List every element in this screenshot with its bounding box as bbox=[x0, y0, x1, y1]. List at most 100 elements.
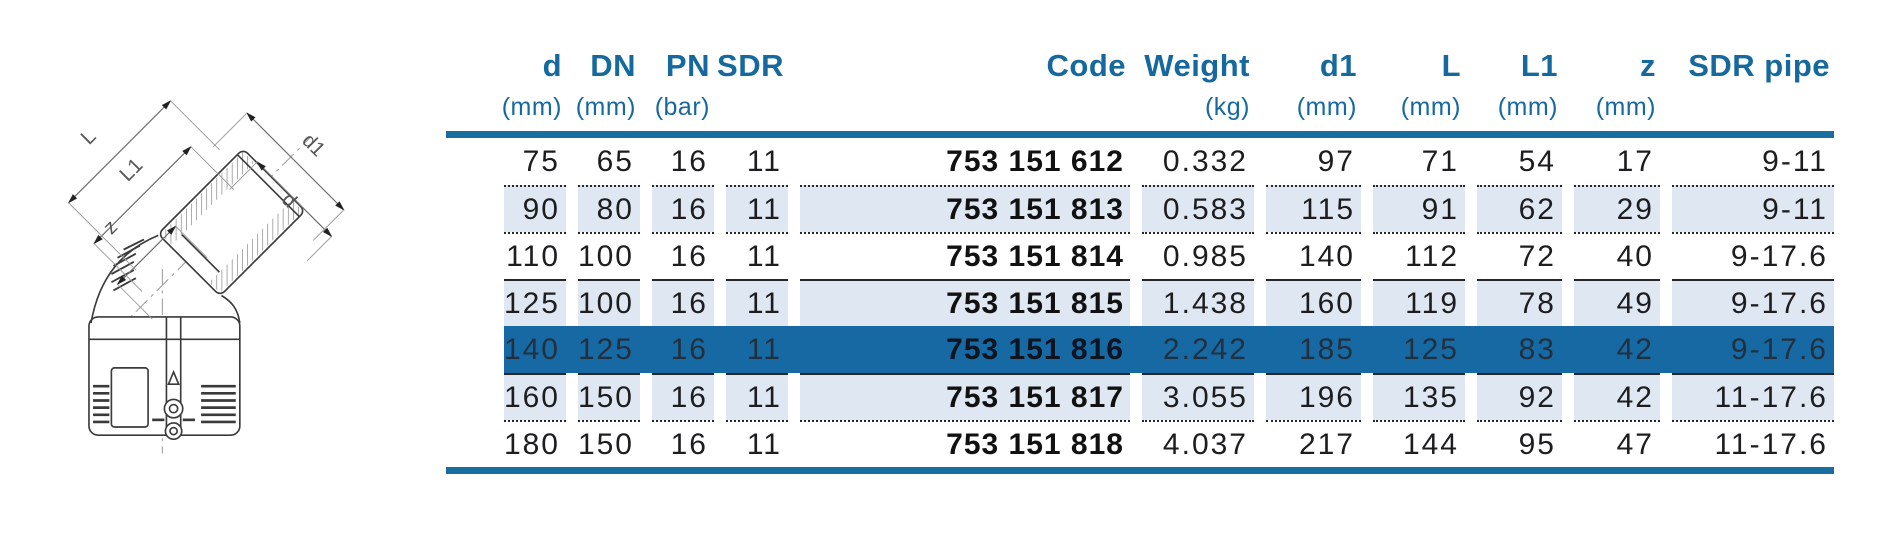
cell-pn: 16 bbox=[652, 373, 714, 420]
cell-z: 47 bbox=[1574, 420, 1660, 467]
units-row: (mm) (mm) (bar) (kg) (mm) (mm) (mm) (mm) bbox=[501, 86, 1834, 122]
cell-pn: 16 bbox=[670, 144, 708, 178]
cell-sdr: 11 bbox=[726, 279, 788, 326]
cell-d: 75 bbox=[522, 144, 560, 178]
cell-dn: 100 bbox=[578, 279, 640, 326]
cell-sdr_pipe: 9-17.6 bbox=[1672, 232, 1834, 279]
upper-socket bbox=[159, 150, 304, 295]
cell-dn: 150 bbox=[578, 420, 640, 467]
dim-label-L1: L1 bbox=[116, 154, 148, 186]
cell-code: 753 151 817 bbox=[800, 373, 1130, 420]
cell-d1: 160 bbox=[1266, 279, 1361, 326]
cell-d: 125 bbox=[504, 279, 566, 326]
table-row[interactable]: 125 100 16 11 753 151 815 1.438 160 119 78 49 9-17… bbox=[504, 279, 1834, 326]
column-unit-pn: (bar) bbox=[654, 93, 710, 121]
cell-dn: 80 bbox=[578, 185, 640, 232]
column-header-weight: Weight bbox=[1144, 48, 1250, 83]
column-header-code: Code bbox=[1046, 48, 1126, 83]
column-unit-l1: (mm) bbox=[1497, 93, 1558, 121]
cell-z: 40 bbox=[1574, 232, 1660, 279]
cell-l: 144 bbox=[1373, 420, 1465, 467]
cell-d1: 115 bbox=[1266, 185, 1361, 232]
table-row[interactable]: 110 100 16 11 753 151 814 0.985 140 112 72 40 9-17… bbox=[504, 232, 1834, 279]
cell-z: 17 bbox=[1616, 144, 1654, 178]
cell-sdr: 11 bbox=[746, 144, 782, 178]
column-header-l1: L1 bbox=[1520, 48, 1558, 83]
cell-sdr: 11 bbox=[726, 185, 788, 232]
cell-l: 125 bbox=[1402, 332, 1459, 366]
cell-d: 110 bbox=[504, 232, 566, 279]
cell-l1: 95 bbox=[1477, 420, 1562, 467]
table-row-selected[interactable]: 140 125 16 11 753 151 816 2.242 185 125 83 42 9-17… bbox=[504, 326, 1834, 373]
column-header-sdr_pipe: SDR pipe bbox=[1688, 48, 1830, 83]
cell-sdr_pipe: 11-17.6 bbox=[1672, 373, 1834, 420]
column-header-z: z bbox=[1640, 48, 1656, 83]
cell-z: 42 bbox=[1616, 332, 1654, 366]
cell-weight: 3.055 bbox=[1142, 373, 1254, 420]
cell-z: 29 bbox=[1574, 185, 1660, 232]
cell-code: 753 151 612 bbox=[946, 144, 1124, 178]
cell-d1: 97 bbox=[1317, 144, 1355, 178]
cell-l1: 54 bbox=[1518, 144, 1556, 178]
cell-l1: 78 bbox=[1477, 279, 1562, 326]
table-row[interactable]: 160 150 16 11 753 151 817 3.055 196 135 92 42 11-1… bbox=[504, 373, 1834, 420]
cell-pn: 16 bbox=[652, 185, 714, 232]
cell-sdr: 11 bbox=[726, 420, 788, 467]
cell-code: 753 151 813 bbox=[800, 185, 1130, 232]
cell-pn: 16 bbox=[652, 232, 714, 279]
table-row[interactable]: 90 80 16 11 753 151 813 0.583 115 91 62 29 9-11 bbox=[504, 185, 1834, 232]
cell-weight: 1.438 bbox=[1142, 279, 1254, 326]
cell-d1: 140 bbox=[1266, 232, 1361, 279]
cell-l: 119 bbox=[1373, 279, 1465, 326]
cell-code: 753 151 814 bbox=[800, 232, 1130, 279]
cell-pn: 16 bbox=[652, 420, 714, 467]
cell-z: 49 bbox=[1574, 279, 1660, 326]
table-row[interactable]: 75 65 16 11 753 151 612 0.332 97 71 54 17 9-11 bbox=[504, 138, 1834, 185]
cell-sdr_pipe: 11-17.6 bbox=[1672, 420, 1834, 467]
cell-code: 753 151 815 bbox=[800, 279, 1130, 326]
column-unit-d: (mm) bbox=[501, 93, 562, 121]
product-table: d DN PN SDR Code Weight d1 L L1 z SDR pipe (mm) (mm… bbox=[446, 40, 1834, 474]
cell-pn: 16 bbox=[670, 332, 708, 366]
cell-pn: 16 bbox=[652, 279, 714, 326]
column-header-dn: DN bbox=[590, 48, 636, 83]
dimension-lines-right bbox=[213, 112, 345, 262]
column-header-d: d bbox=[542, 48, 562, 83]
cell-weight: 2.242 bbox=[1162, 332, 1248, 366]
column-unit-d1: (mm) bbox=[1296, 93, 1357, 121]
dim-label-d1: d1 bbox=[297, 130, 329, 162]
column-header-sdr: SDR bbox=[717, 48, 784, 83]
column-unit-z: (mm) bbox=[1595, 93, 1656, 121]
table-top-rule bbox=[446, 131, 1834, 138]
cell-sdr_pipe: 9-17.6 bbox=[1672, 279, 1834, 326]
table-body: 75 65 16 11 753 151 612 0.332 97 71 54 17 9-11 90 80… bbox=[446, 138, 1834, 467]
cell-l: 112 bbox=[1373, 232, 1465, 279]
cell-d1: 217 bbox=[1266, 420, 1361, 467]
column-unit-l: (mm) bbox=[1400, 93, 1461, 121]
cell-weight: 0.985 bbox=[1142, 232, 1254, 279]
cell-l1: 83 bbox=[1518, 332, 1556, 366]
cell-weight: 4.037 bbox=[1142, 420, 1254, 467]
column-unit-dn: (mm) bbox=[575, 93, 636, 121]
table-bottom-rule bbox=[446, 467, 1834, 474]
cell-sdr: 11 bbox=[726, 232, 788, 279]
header-row: d DN PN SDR Code Weight d1 L L1 z SDR pipe bbox=[504, 40, 1834, 84]
table-row[interactable]: 180 150 16 11 753 151 818 4.037 217 144 95 47 11-1… bbox=[504, 420, 1834, 467]
cell-l1: 62 bbox=[1477, 185, 1562, 232]
cell-l1: 92 bbox=[1477, 373, 1562, 420]
cell-dn: 100 bbox=[578, 232, 640, 279]
cell-l1: 72 bbox=[1477, 232, 1562, 279]
column-unit-weight: (kg) bbox=[1204, 93, 1250, 121]
cell-dn: 65 bbox=[596, 144, 634, 178]
dimension-lines-left bbox=[67, 100, 235, 320]
cell-sdr_pipe: 9-11 bbox=[1672, 185, 1834, 232]
cell-z: 42 bbox=[1574, 373, 1660, 420]
cell-weight: 0.583 bbox=[1142, 185, 1254, 232]
cell-l: 91 bbox=[1373, 185, 1465, 232]
cell-l: 71 bbox=[1421, 144, 1459, 178]
cell-code: 753 151 818 bbox=[800, 420, 1130, 467]
cell-d: 140 bbox=[503, 332, 560, 366]
fitting-body bbox=[88, 234, 241, 441]
cell-d1: 196 bbox=[1266, 373, 1361, 420]
